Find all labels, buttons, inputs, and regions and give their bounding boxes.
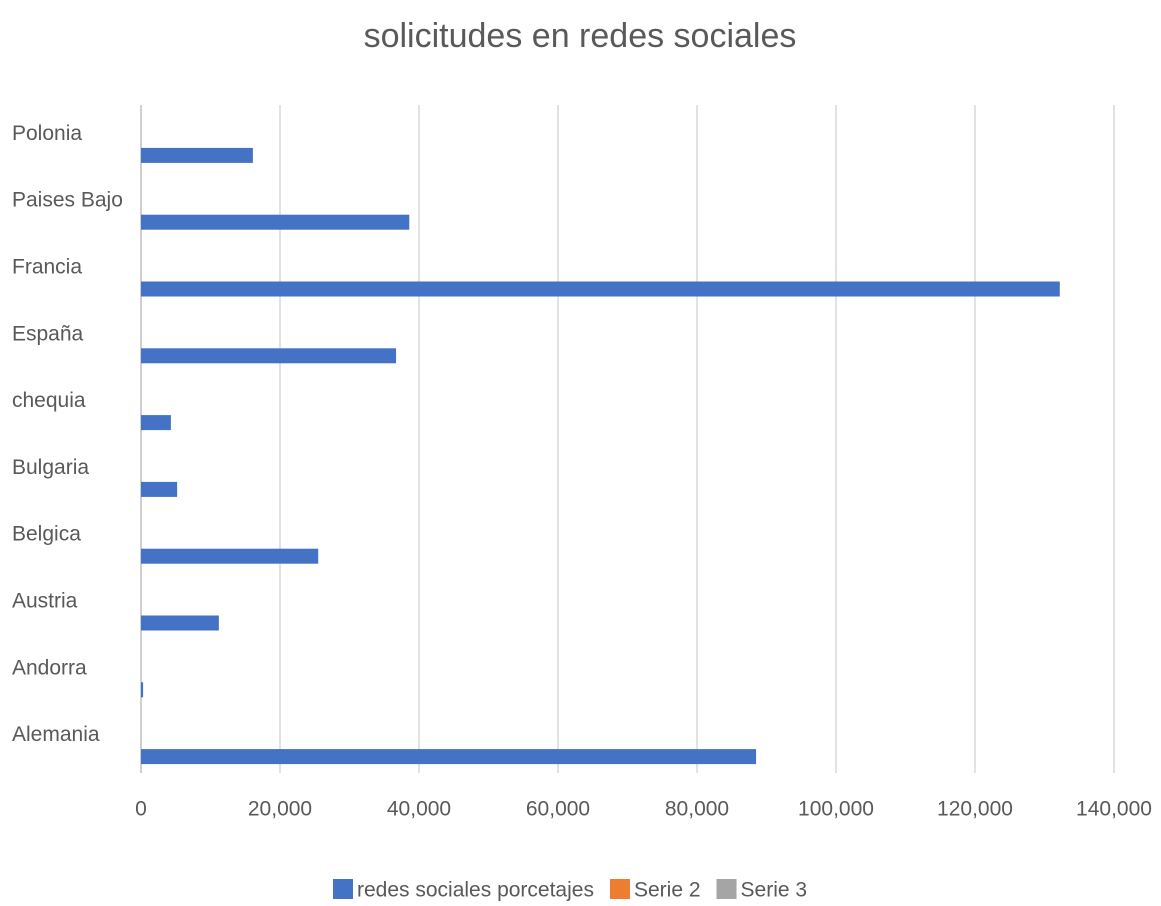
x-tick-label: 60,000 bbox=[526, 798, 590, 821]
bar bbox=[141, 615, 219, 631]
bar bbox=[141, 682, 144, 698]
bar bbox=[141, 548, 319, 564]
y-tick-label: Paises Bajo bbox=[12, 189, 123, 212]
y-tick-label: España bbox=[12, 322, 84, 345]
legend-swatch bbox=[609, 879, 630, 899]
bar bbox=[141, 348, 397, 364]
bar bbox=[141, 281, 1060, 297]
y-tick-label: Francia bbox=[12, 256, 82, 279]
legend-label: redes sociales porcetajes bbox=[357, 879, 594, 902]
legend-label: Serie 3 bbox=[741, 879, 808, 902]
bar bbox=[141, 415, 171, 431]
bar bbox=[141, 214, 410, 230]
bar bbox=[141, 749, 757, 765]
chart-title: solicitudes en redes sociales bbox=[364, 17, 797, 55]
y-tick-label: Polonia bbox=[12, 122, 82, 145]
x-tick-label: 120,000 bbox=[937, 798, 1013, 821]
legend-swatch bbox=[716, 879, 737, 899]
y-tick-label: Austria bbox=[12, 590, 78, 613]
legend-label: Serie 2 bbox=[634, 879, 701, 902]
y-tick-label: Bulgaria bbox=[12, 456, 89, 479]
x-tick-label: 0 bbox=[135, 798, 147, 821]
x-tick-label: 140,000 bbox=[1076, 798, 1152, 821]
x-tick-label: 40,000 bbox=[387, 798, 451, 821]
y-tick-label: chequia bbox=[12, 389, 86, 412]
legend-swatch bbox=[333, 879, 353, 899]
x-tick-label: 20,000 bbox=[248, 798, 312, 821]
x-tick-label: 80,000 bbox=[665, 798, 729, 821]
bar bbox=[141, 481, 178, 497]
y-tick-label: Andorra bbox=[12, 656, 87, 679]
x-tick-label: 100,000 bbox=[798, 798, 874, 821]
bar bbox=[141, 147, 253, 163]
y-tick-label: Belgica bbox=[12, 523, 81, 546]
y-tick-label: Alemania bbox=[12, 723, 100, 746]
